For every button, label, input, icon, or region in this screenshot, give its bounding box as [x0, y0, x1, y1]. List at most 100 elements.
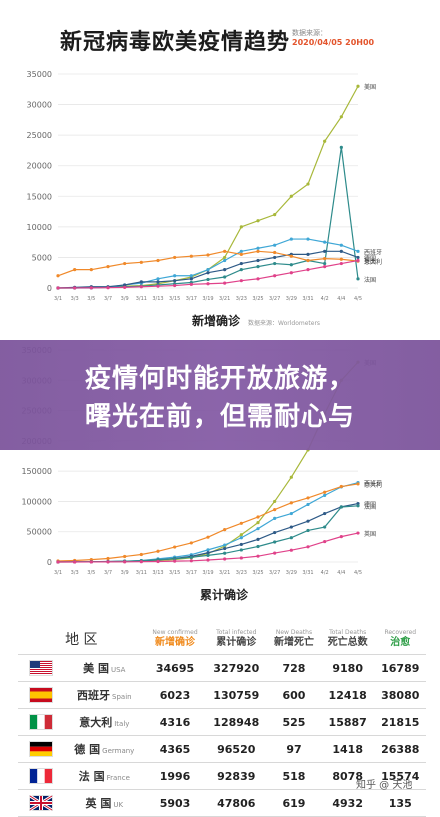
data-point: [306, 252, 310, 256]
data-point: [223, 527, 227, 532]
x-tick-label: 3/9: [121, 570, 129, 576]
data-point: [106, 286, 110, 290]
data-point: [239, 268, 243, 272]
series-line-1: [58, 147, 359, 289]
data-point: [339, 243, 343, 247]
data-point: [106, 265, 110, 269]
data-point: [339, 115, 343, 119]
x-tick-label: 4/5: [354, 296, 362, 302]
data-point: [173, 255, 177, 260]
data-point: [339, 484, 343, 489]
data-point: [206, 253, 210, 257]
data-point: [156, 258, 160, 263]
data-point: [156, 277, 160, 281]
data-point: [189, 277, 193, 281]
data-point: [206, 271, 210, 275]
data-point: [356, 482, 360, 486]
data-point: [189, 282, 193, 286]
data-point: [323, 539, 327, 544]
data-point: [56, 286, 60, 290]
x-tick-label: 3/15: [169, 296, 180, 302]
x-tick-label: 3/29: [286, 296, 297, 302]
data-point: [239, 261, 243, 266]
x-tick-label: 3/31: [302, 570, 313, 576]
data-point: [123, 285, 127, 289]
data-point: [123, 283, 127, 287]
data-point: [356, 277, 360, 281]
table-cell: 97: [267, 735, 321, 763]
data-point: [56, 274, 60, 278]
new-cases-chart: 0 5000 10000 15000 20000 25000 30000 35000 3/1 3/…: [27, 70, 382, 302]
table-cell: 1418: [320, 735, 375, 763]
y-tick-label: 100000: [21, 497, 52, 506]
data-point: [223, 255, 227, 260]
data-point: [156, 559, 160, 564]
data-point: [356, 258, 360, 263]
data-point: [356, 255, 360, 260]
data-point: [323, 493, 327, 497]
table-cell: 16789: [374, 654, 426, 682]
flag-es-icon: [18, 681, 64, 709]
table-cell: 4932: [320, 789, 375, 817]
y-tick-label: 30000: [27, 101, 52, 110]
data-point: [206, 282, 210, 286]
data-point: [356, 84, 360, 88]
data-point: [273, 255, 277, 260]
data-point: [273, 261, 277, 266]
x-tick-label: 3/23: [236, 570, 247, 576]
data-point: [306, 237, 310, 241]
data-point: [206, 553, 210, 557]
series-label: 英国: [364, 257, 376, 265]
data-point: [306, 258, 310, 263]
col-recovered: Recovered 治愈: [374, 624, 426, 655]
data-point: [239, 548, 243, 552]
data-point: [173, 559, 177, 563]
data-point: [323, 240, 327, 244]
data-point: [123, 560, 127, 564]
y-tick-label: 5000: [32, 253, 52, 262]
data-point: [239, 252, 243, 256]
table-cell: 525: [267, 708, 321, 736]
data-point: [273, 243, 277, 247]
x-tick-label: 3/1: [54, 570, 62, 576]
data-point: [139, 260, 143, 264]
data-point: [323, 257, 327, 261]
data-point: [323, 511, 327, 516]
country-name: 美 国 USA: [64, 654, 145, 682]
data-point: [306, 182, 310, 186]
y-tick-label: 25000: [27, 131, 52, 140]
data-point: [323, 249, 327, 253]
data-point: [206, 535, 210, 539]
flag-it-icon: [18, 708, 64, 736]
y-tick-label: 50000: [27, 528, 52, 537]
data-point: [256, 219, 260, 223]
data-point: [323, 139, 327, 143]
data-point: [256, 246, 260, 250]
table-cell: 6023: [144, 681, 206, 709]
table-cell: 9180: [320, 654, 375, 682]
data-point: [156, 280, 160, 284]
data-point: [339, 505, 343, 509]
flag-de-icon: [18, 735, 64, 763]
table-cell: 1996: [144, 762, 206, 790]
data-point: [306, 502, 310, 507]
data-point: [206, 551, 210, 555]
data-point: [189, 254, 193, 258]
data-point: [289, 525, 293, 529]
x-tick-label: 3/9: [121, 296, 129, 302]
table-cell: 96520: [205, 735, 268, 763]
x-tick-label: 3/7: [104, 296, 112, 302]
data-point: [289, 548, 293, 552]
col-total-deaths: Total Deaths 死亡总数: [320, 624, 375, 655]
data-point: [256, 515, 260, 519]
data-point: [339, 257, 343, 261]
data-point: [139, 560, 143, 564]
x-tick-label: 4/4: [337, 296, 345, 302]
data-point: [306, 268, 310, 272]
table-row: 法 国 France 1996 92839 518 8078 15574: [18, 762, 426, 790]
data-point: [223, 258, 227, 263]
table-cell: 130759: [205, 681, 268, 709]
data-point: [356, 501, 360, 506]
source-label: 数据来源：: [292, 29, 327, 37]
table-row: 英 国 UK 5903 47806 619 4932 135: [18, 789, 426, 817]
